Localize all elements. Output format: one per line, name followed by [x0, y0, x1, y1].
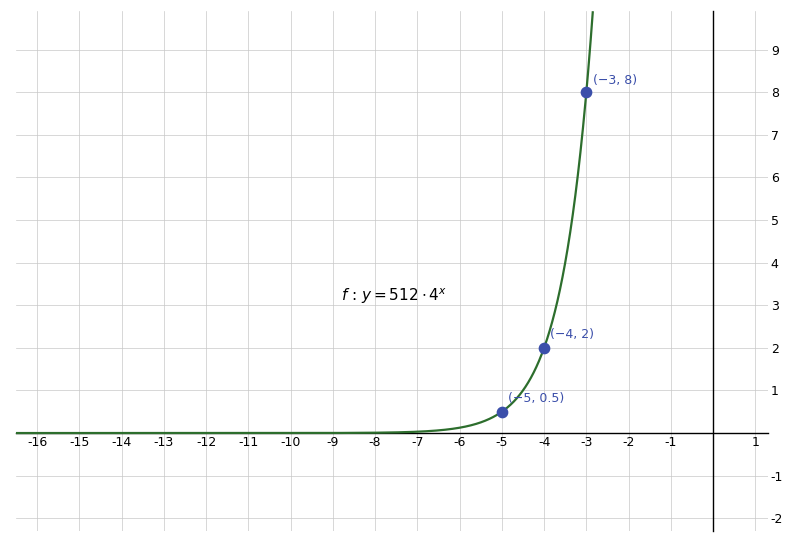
Text: $f$ : $y = 512 \cdot 4^x$: $f$ : $y = 512 \cdot 4^x$	[342, 286, 447, 306]
Text: (−4, 2): (−4, 2)	[550, 329, 594, 342]
Point	[580, 88, 593, 97]
Text: (−3, 8): (−3, 8)	[593, 74, 637, 87]
Point	[538, 343, 550, 352]
Point	[495, 408, 508, 416]
Text: (−5, 0.5): (−5, 0.5)	[508, 392, 565, 405]
